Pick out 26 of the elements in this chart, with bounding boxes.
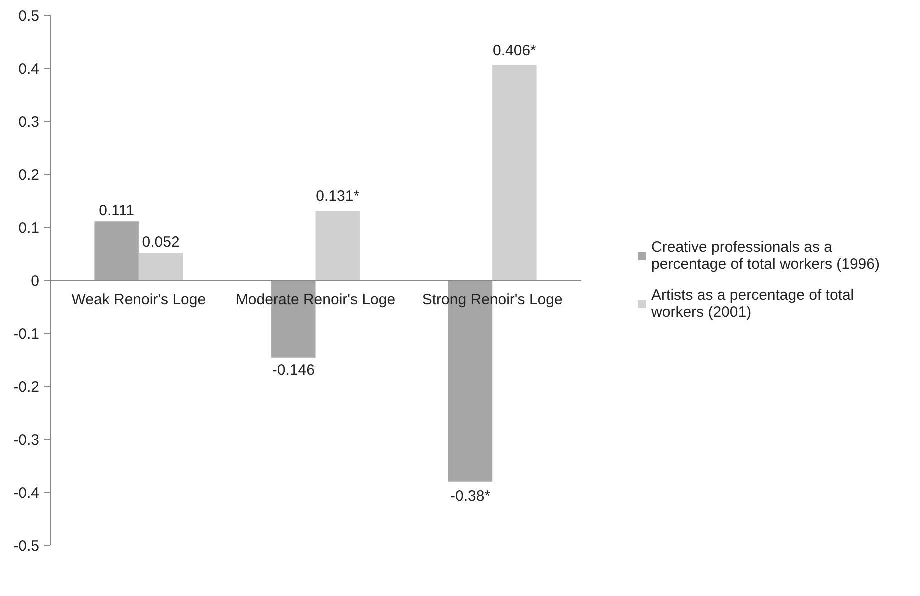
x-tick-label: Weak Renoir's Loge (72, 292, 206, 308)
data-label: -0.146 (272, 362, 315, 379)
x-tick-label: Strong Renoir's Loge (422, 292, 563, 308)
bar (492, 65, 537, 280)
y-tick-label: 0 (31, 273, 40, 290)
data-label: 0.406* (493, 42, 537, 60)
y-tick-label: -0.2 (14, 379, 40, 396)
data-label: 0.131* (316, 188, 360, 206)
data-label: -0.38* (450, 488, 491, 505)
bar (94, 222, 139, 280)
y-tick-label: -0.3 (14, 432, 40, 449)
x-tick-label: Moderate Renoir's Loge (236, 292, 396, 308)
data-label: 0.052 (142, 234, 180, 251)
y-tick-label: 0.1 (18, 220, 40, 237)
y-tick-label: 0.3 (18, 114, 40, 131)
y-tick-label: -0.1 (14, 326, 40, 343)
bar (138, 252, 184, 280)
y-tick-label: 0.4 (18, 61, 40, 78)
y-tick-label: -0.4 (14, 485, 40, 502)
bar (316, 211, 360, 280)
y-tick-label: 0.5 (18, 8, 40, 25)
legend-label: Artists as a percentage of total workers (2001) (652, 287, 854, 321)
data-label: 0.111 (99, 202, 134, 220)
y-tick-label: 0.2 (18, 167, 40, 184)
legend-label: Creative professionals as a percentage of total workers (1996) (652, 239, 880, 273)
y-tick-label: -0.5 (14, 538, 40, 555)
